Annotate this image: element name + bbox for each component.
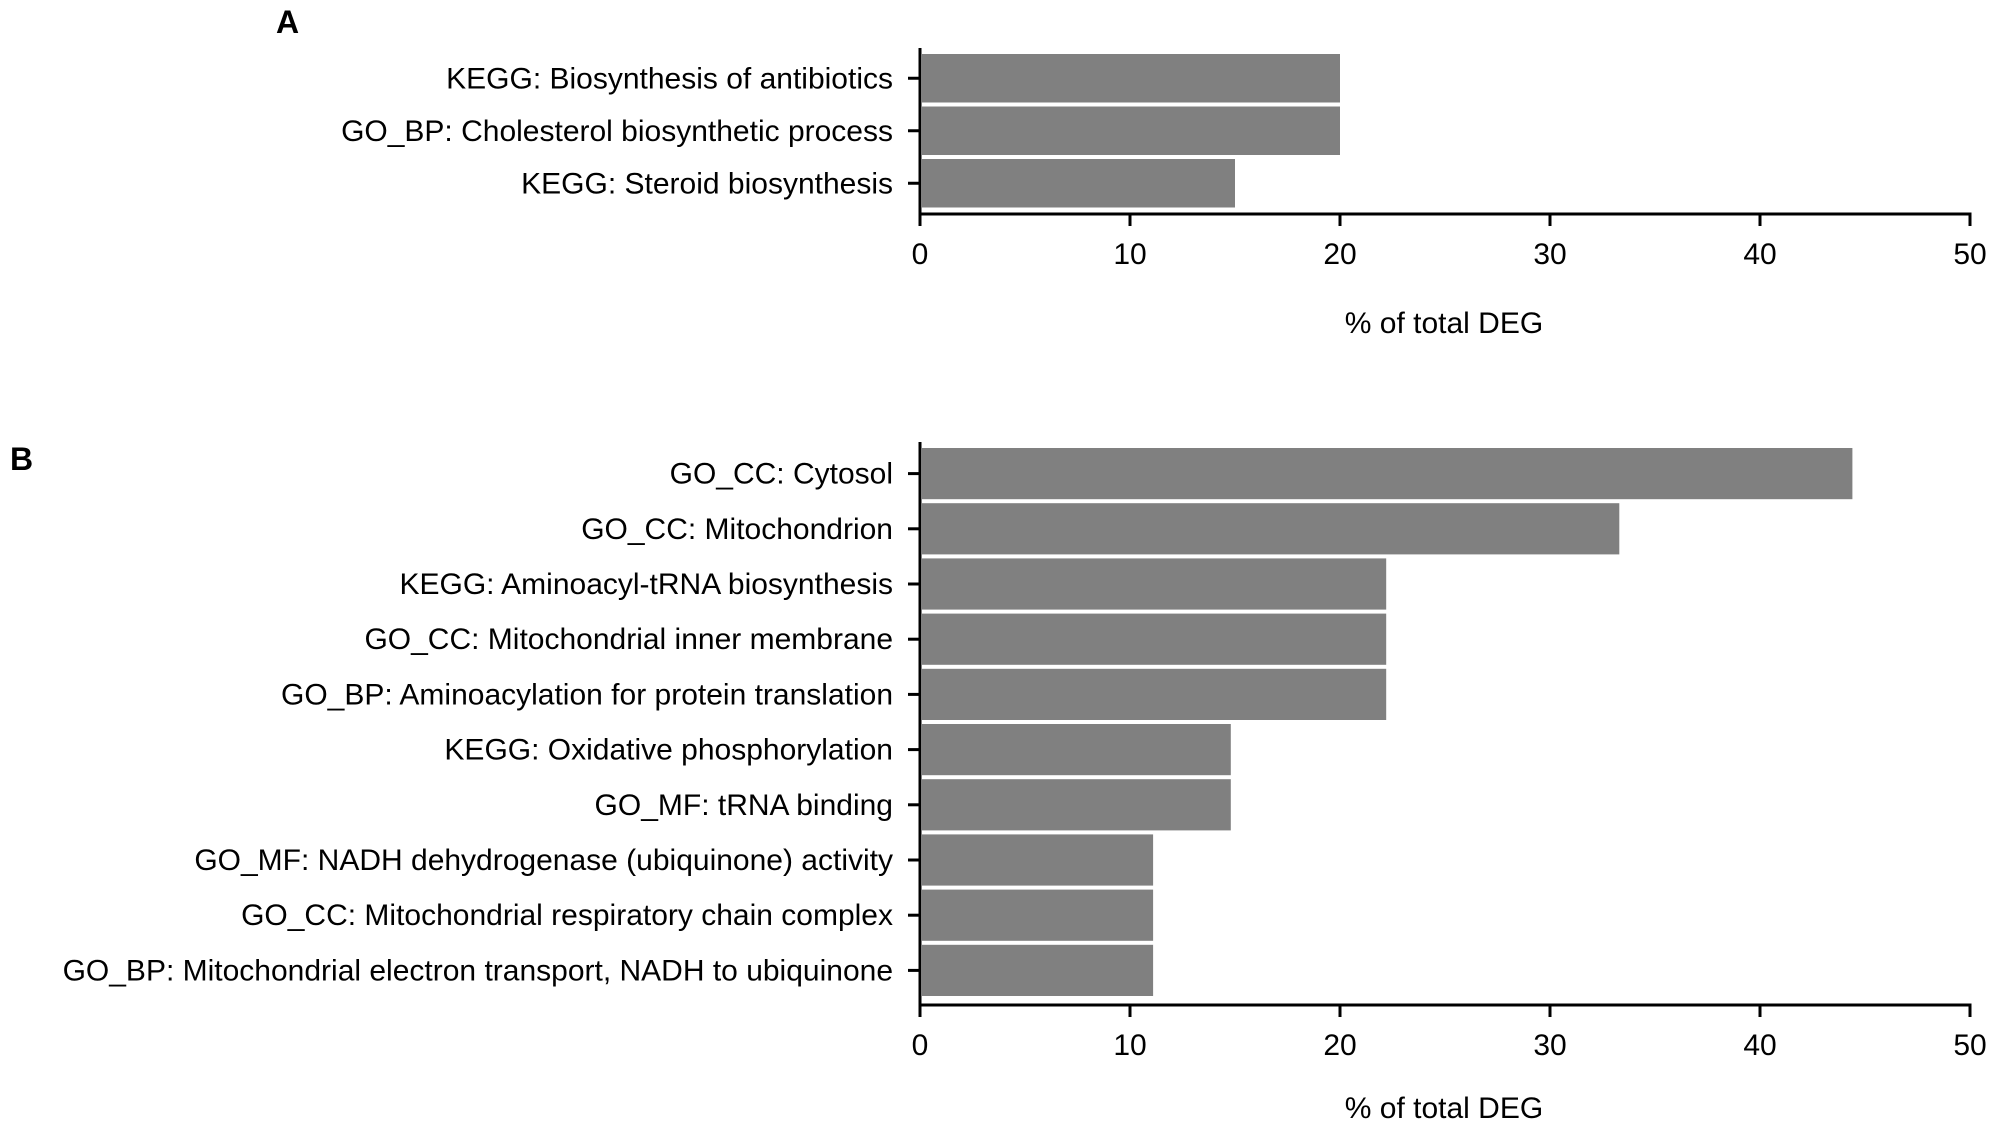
bar [922, 503, 1620, 555]
category-label: GO_MF: tRNA binding [595, 789, 893, 822]
panel-b-bars [922, 448, 1853, 996]
bar [922, 668, 1387, 720]
bar [922, 613, 1387, 665]
panel-a-letter: A [276, 4, 299, 40]
bar [922, 54, 1340, 103]
bar [922, 724, 1231, 776]
bar [922, 944, 1154, 996]
panel-a-bars [922, 54, 1340, 208]
panel-a-x-axis-title: % of total DEG [1345, 307, 1543, 340]
x-tick-label: 10 [1113, 238, 1146, 271]
x-tick-label: 0 [912, 238, 929, 271]
x-tick-label: 30 [1533, 1029, 1566, 1062]
panel-a: A KEGG: Biosynthesis of antibiotics GO_BP… [276, 4, 1987, 340]
category-label: GO_CC: Mitochondrion [581, 513, 893, 546]
panel-b-letter: B [10, 441, 33, 477]
category-label: GO_BP: Cholesterol biosynthetic process [341, 115, 893, 148]
x-tick-label: 30 [1533, 238, 1566, 271]
category-label: KEGG: Aminoacyl-tRNA biosynthesis [399, 568, 893, 601]
panel-b: B GO_CC: Cytosol GO_CC: Mitochondrion KEGG… [10, 441, 1987, 1125]
x-tick-label: 0 [912, 1029, 929, 1062]
x-tick-label: 10 [1113, 1029, 1146, 1062]
bar [922, 448, 1853, 500]
panel-b-x-axis-title: % of total DEG [1345, 1092, 1543, 1125]
x-tick-label: 20 [1323, 1029, 1356, 1062]
bar [922, 106, 1340, 155]
category-label: KEGG: Steroid biosynthesis [521, 167, 893, 200]
category-label: GO_BP: Aminoacylation for protein transl… [281, 678, 893, 711]
panel-a-ticks: 0 10 20 30 40 50 [912, 214, 1987, 271]
x-tick-label: 20 [1323, 238, 1356, 271]
panel-a-category-labels: KEGG: Biosynthesis of antibiotics GO_BP: … [341, 62, 893, 200]
category-label: KEGG: Biosynthesis of antibiotics [446, 62, 893, 95]
category-label: KEGG: Oxidative phosphorylation [444, 734, 893, 767]
x-tick-label: 40 [1743, 238, 1776, 271]
x-tick-label: 40 [1743, 1029, 1776, 1062]
category-label: GO_BP: Mitochondrial electron transport,… [63, 954, 893, 987]
category-label: GO_MF: NADH dehydrogenase (ubiquinone) a… [194, 844, 893, 877]
bar [922, 159, 1235, 208]
category-label: GO_CC: Cytosol [670, 458, 893, 491]
category-label: GO_CC: Mitochondrial inner membrane [364, 623, 893, 656]
bar [922, 834, 1154, 886]
panel-b-axes [908, 442, 1972, 1007]
panel-a-axes [908, 48, 1972, 216]
bar [922, 558, 1387, 610]
x-tick-label: 50 [1953, 238, 1986, 271]
x-tick-label: 50 [1953, 1029, 1986, 1062]
panel-b-ticks: 0 10 20 30 40 50 [912, 1005, 1987, 1062]
panel-b-category-labels: GO_CC: Cytosol GO_CC: Mitochondrion KEGG: … [63, 458, 893, 988]
bar [922, 779, 1231, 831]
category-label: GO_CC: Mitochondrial respiratory chain c… [241, 899, 893, 932]
bar [922, 889, 1154, 941]
